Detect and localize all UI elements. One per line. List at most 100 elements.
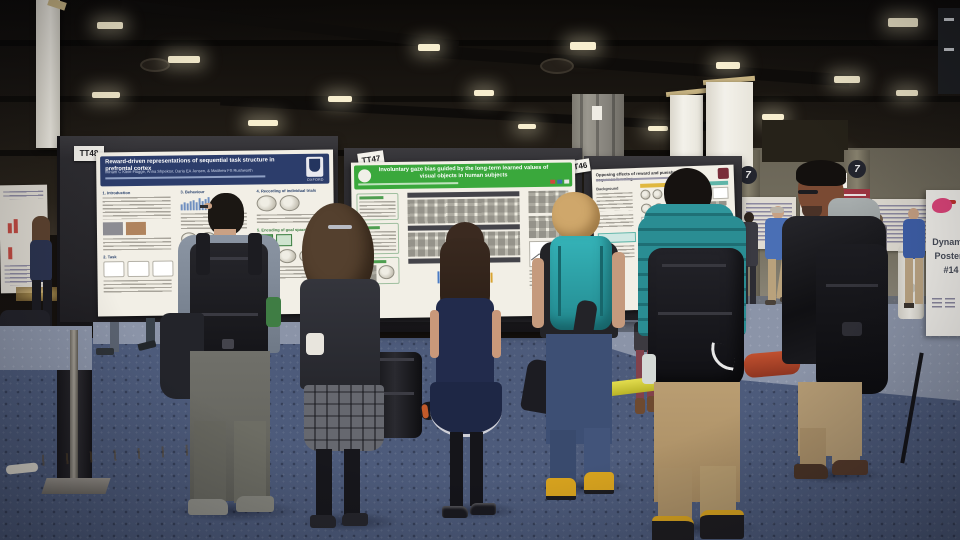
pillar-logo-icon: 7	[739, 166, 757, 184]
ceiling-light	[896, 90, 918, 96]
ceiling-light	[248, 120, 278, 126]
presenter-woman-left	[24, 216, 58, 340]
pole-base-plate	[41, 478, 111, 494]
duct-ridge	[580, 94, 583, 172]
person-hair	[208, 193, 244, 235]
ceiling-light	[328, 96, 352, 102]
person-leg	[234, 421, 266, 503]
person-shoe	[442, 506, 468, 518]
thumbnail-grid	[407, 198, 520, 224]
mini-figure	[102, 222, 124, 236]
yellow-hightop-sneaker	[584, 472, 614, 494]
person-leg	[32, 280, 41, 330]
person-beard	[802, 206, 822, 218]
ceiling-light	[570, 42, 596, 50]
yellow-hightop-sneaker	[546, 478, 576, 500]
poster-left-affiliation-line	[105, 175, 266, 179]
ceiling-vent	[540, 58, 574, 74]
hanging-screen	[706, 82, 753, 168]
north-face-logo-icon	[708, 342, 737, 371]
poster-text	[3, 190, 44, 200]
person-leg	[832, 426, 860, 464]
person-shoe	[794, 464, 828, 479]
person-woman-teal-backpack	[530, 192, 630, 502]
side-pocket-bottle	[642, 354, 656, 384]
red-banner-text-line	[842, 194, 866, 196]
sign-thumbnail	[945, 298, 955, 310]
poster-section-heading: Background	[596, 186, 619, 192]
sign-line-3: #14	[943, 265, 959, 275]
green-water-bottle	[266, 297, 281, 327]
sfn-logo-accent-icon	[948, 200, 956, 204]
mini-red-bar	[7, 223, 12, 234]
person-shoe	[342, 513, 368, 526]
wall-recess	[762, 120, 848, 162]
person-neck	[214, 229, 236, 239]
ceiling-light	[518, 124, 536, 129]
person-leg	[584, 428, 610, 478]
sign-thumbnail	[932, 298, 942, 310]
university-of-oxford-crest-icon	[306, 156, 324, 177]
ceiling-truss	[0, 96, 960, 102]
backpack-zipper	[200, 313, 258, 316]
backpack-strap	[196, 233, 210, 275]
person-arm	[492, 310, 501, 358]
poster-left-authors: Miriam C Klein-Flügge, Anna Shpektor, Da…	[105, 167, 253, 175]
luggage-zipper	[376, 392, 414, 395]
board-base-shadow	[60, 322, 742, 332]
mini-figure	[127, 260, 150, 278]
person-woman-navy-dress	[428, 222, 508, 522]
backpack-strap	[248, 233, 262, 275]
background-shoe	[96, 348, 114, 355]
person-top	[30, 240, 52, 282]
mini-figure	[125, 221, 147, 236]
person-dress-top	[436, 298, 494, 394]
person-ear	[204, 203, 212, 209]
person-leg-tights	[344, 449, 360, 517]
ceiling-vent	[140, 58, 170, 72]
person-shoe	[470, 503, 496, 515]
ceiling-light	[762, 114, 784, 120]
person-hair	[770, 207, 784, 213]
person-shoe	[832, 460, 868, 475]
backpack-zipper	[826, 284, 878, 287]
ceiling-light	[716, 62, 740, 69]
poster-middle-title: Involuntary gaze bias guided by the long…	[378, 164, 549, 180]
ceiling-truss	[0, 40, 960, 46]
poster-middle-header: Involuntary gaze bias guided by the long…	[353, 162, 573, 190]
person-arm	[430, 310, 439, 358]
hair-clip	[328, 225, 352, 229]
person-leg	[43, 280, 52, 330]
person-shirt	[903, 219, 925, 259]
ceiling-light	[648, 126, 668, 131]
person-dress-skirt	[430, 382, 502, 437]
person-leg	[194, 421, 226, 505]
person-leg	[768, 259, 776, 301]
person-shoe	[236, 496, 274, 512]
section-band	[407, 191, 520, 198]
person-man-black-backpack	[160, 193, 295, 523]
person-shoe	[310, 515, 336, 528]
duct-ridge	[612, 94, 615, 172]
backpack-zipper	[200, 257, 258, 260]
backpack-pocket	[842, 322, 862, 336]
plaid-skirt	[304, 385, 384, 451]
yellow-black-sneaker	[700, 510, 744, 539]
background-leg	[146, 318, 155, 346]
banner-mark	[944, 48, 954, 51]
backpack-zipper	[662, 264, 726, 267]
background-person-blue-polo	[900, 208, 926, 316]
person-hair	[796, 160, 846, 186]
ceiling-light	[418, 44, 440, 51]
person-leg	[636, 350, 644, 400]
board-label-text: TT48	[79, 149, 99, 158]
poster-left-header: Reward-driven representations of sequent…	[100, 153, 330, 187]
person-shoe	[904, 303, 914, 308]
backpack-zipper	[658, 312, 732, 315]
backpack-strap-line	[600, 246, 603, 316]
person-boot	[647, 396, 657, 412]
person-leg	[550, 430, 576, 482]
person-leg	[658, 468, 692, 524]
person-leg-tights	[470, 432, 483, 506]
crest-shield	[309, 158, 321, 172]
